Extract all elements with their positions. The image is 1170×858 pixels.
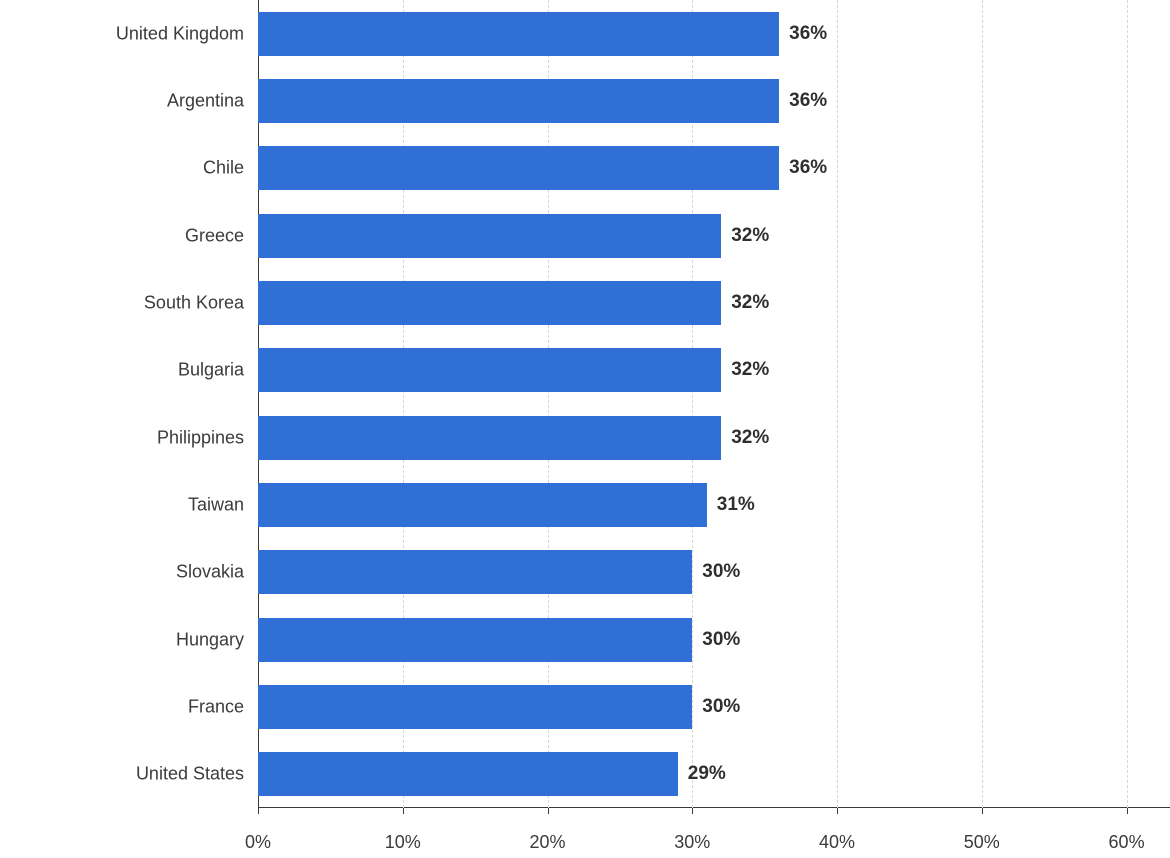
x-tick-label: 60% — [1109, 832, 1145, 853]
x-axis — [258, 807, 1170, 808]
bar-row: Greece32% — [258, 214, 1170, 258]
x-tick-mark — [982, 808, 983, 814]
bar-row: Slovakia30% — [258, 550, 1170, 594]
value-label: 31% — [707, 494, 755, 516]
category-label: United States — [136, 764, 258, 785]
bar-row: Hungary30% — [258, 618, 1170, 662]
plot-area: 0%10%20%30%40%50%60%United Kingdom36%Arg… — [258, 0, 1170, 808]
value-label: 29% — [678, 763, 726, 785]
x-tick-label: 20% — [530, 832, 566, 853]
value-label: 36% — [779, 23, 827, 45]
value-label: 32% — [721, 225, 769, 247]
bar-chart: 0%10%20%30%40%50%60%United Kingdom36%Arg… — [0, 0, 1170, 858]
category-label: Greece — [185, 225, 258, 246]
bar — [258, 79, 779, 123]
x-tick-mark — [548, 808, 549, 814]
bar-row: Bulgaria32% — [258, 348, 1170, 392]
x-tick-mark — [692, 808, 693, 814]
value-label: 30% — [692, 696, 740, 718]
value-label: 32% — [721, 427, 769, 449]
bar — [258, 416, 721, 460]
bar — [258, 483, 707, 527]
bar — [258, 618, 692, 662]
value-label: 32% — [721, 292, 769, 314]
x-tick-mark — [1127, 808, 1128, 814]
bar — [258, 281, 721, 325]
bar — [258, 12, 779, 56]
x-tick-mark — [258, 808, 259, 814]
category-label: Argentina — [167, 90, 258, 111]
category-label: Chile — [203, 158, 258, 179]
bar — [258, 550, 692, 594]
value-label: 30% — [692, 561, 740, 583]
value-label: 30% — [692, 629, 740, 651]
category-label: United Kingdom — [116, 23, 258, 44]
bar — [258, 685, 692, 729]
category-label: South Korea — [144, 292, 258, 313]
bar — [258, 214, 721, 258]
bar-row: Philippines32% — [258, 416, 1170, 460]
bar — [258, 348, 721, 392]
bar — [258, 146, 779, 190]
category-label: Philippines — [157, 427, 258, 448]
bar-row: France30% — [258, 685, 1170, 729]
bar — [258, 752, 678, 796]
value-label: 32% — [721, 359, 769, 381]
bar-row: South Korea32% — [258, 281, 1170, 325]
x-tick-label: 30% — [674, 832, 710, 853]
category-label: France — [188, 696, 258, 717]
x-tick-mark — [837, 808, 838, 814]
value-label: 36% — [779, 90, 827, 112]
bar-row: Argentina36% — [258, 79, 1170, 123]
value-label: 36% — [779, 157, 827, 179]
bar-row: Chile36% — [258, 146, 1170, 190]
category-label: Hungary — [176, 629, 258, 650]
x-tick-label: 50% — [964, 832, 1000, 853]
bar-row: United Kingdom36% — [258, 12, 1170, 56]
category-label: Bulgaria — [178, 360, 258, 381]
x-tick-mark — [403, 808, 404, 814]
bar-row: Taiwan31% — [258, 483, 1170, 527]
x-tick-label: 0% — [245, 832, 271, 853]
x-tick-label: 40% — [819, 832, 855, 853]
bar-row: United States29% — [258, 752, 1170, 796]
category-label: Slovakia — [176, 562, 258, 583]
category-label: Taiwan — [188, 494, 258, 515]
x-tick-label: 10% — [385, 832, 421, 853]
